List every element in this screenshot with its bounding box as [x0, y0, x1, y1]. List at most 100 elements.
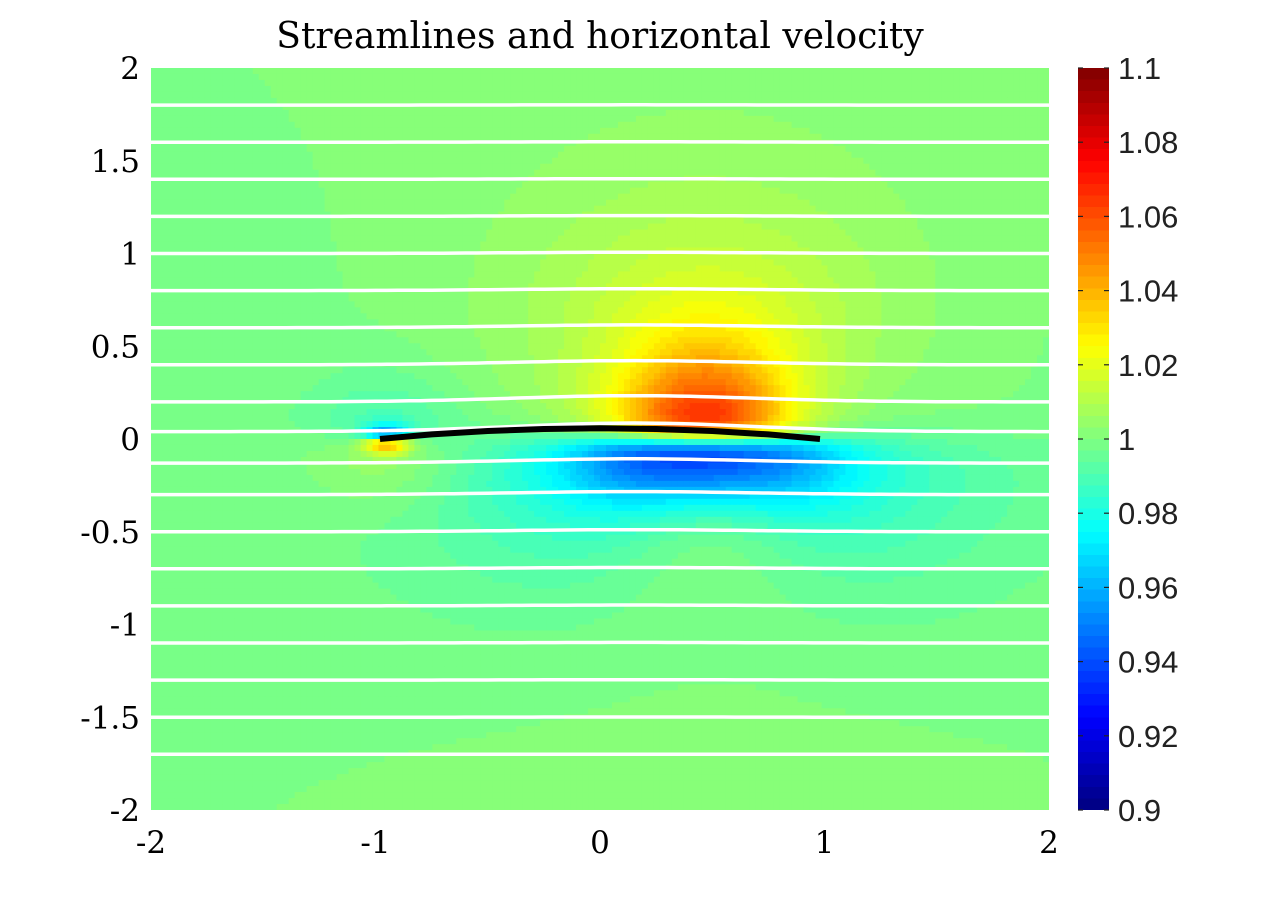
heatmap-cell: [911, 103, 918, 111]
heatmap-cell: [180, 241, 188, 249]
heatmap-cell: [564, 193, 571, 201]
heatmap-cell: [785, 145, 793, 153]
heatmap-cell: [336, 169, 344, 177]
heatmap-cell: [719, 181, 727, 189]
heatmap-cell: [204, 151, 212, 159]
heatmap-cell: [995, 169, 1002, 177]
heatmap-cell: [629, 103, 637, 111]
heatmap-cell: [773, 199, 781, 207]
heatmap-cell: [510, 151, 517, 159]
heatmap-cell: [623, 199, 631, 207]
heatmap-cell: [486, 91, 493, 99]
heatmap-cell: [594, 199, 601, 207]
heatmap-cell: [306, 205, 314, 213]
heatmap-cell: [360, 133, 368, 141]
heatmap-cell: [438, 223, 445, 231]
heatmap-cell: [180, 103, 188, 111]
heatmap-cell: [420, 115, 427, 123]
heatmap-cell: [743, 229, 751, 237]
heatmap-cell: [414, 121, 421, 129]
heatmap-cell: [809, 145, 817, 153]
heatmap-cell: [354, 253, 362, 261]
heatmap-cell: [456, 121, 463, 129]
heatmap-cell: [893, 241, 900, 249]
heatmap-cell: [444, 115, 451, 123]
heatmap-cell: [444, 241, 451, 249]
heatmap-cell: [779, 127, 787, 135]
heatmap-cell: [516, 151, 523, 159]
heatmap-cell: [288, 68, 296, 75]
heatmap-cell: [605, 85, 613, 93]
heatmap-cell: [863, 223, 870, 231]
heatmap-cell: [941, 157, 948, 165]
heatmap-cell: [977, 79, 984, 87]
heatmap-cell: [318, 241, 326, 249]
heatmap-cell: [887, 241, 894, 249]
heatmap-cell: [186, 145, 194, 153]
heatmap-cell: [390, 229, 398, 237]
heatmap-cell: [653, 169, 661, 177]
heatmap-cell: [773, 103, 781, 111]
heatmap-cell: [156, 265, 164, 273]
heatmap-cell: [611, 109, 619, 117]
heatmap-cell: [312, 157, 320, 165]
heatmap-cell: [689, 73, 697, 81]
heatmap-cell: [941, 187, 948, 195]
heatmap-cell: [151, 127, 158, 135]
heatmap-cell: [623, 121, 631, 129]
heatmap-cell: [210, 91, 218, 99]
heatmap-cell: [857, 151, 865, 159]
heatmap-cell: [588, 109, 595, 117]
heatmap-cell: [234, 181, 242, 189]
heatmap-cell: [336, 151, 344, 159]
heatmap-cell: [360, 241, 368, 249]
heatmap-cell: [444, 68, 451, 75]
heatmap-cell: [426, 73, 433, 81]
heatmap-cell: [216, 127, 224, 135]
heatmap-cell: [971, 157, 978, 165]
heatmap-cell: [839, 241, 847, 249]
heatmap-cell: [839, 85, 847, 93]
heatmap-cell: [378, 235, 386, 243]
heatmap-cell: [863, 253, 870, 261]
heatmap-cell: [600, 217, 607, 225]
heatmap-cell: [408, 73, 416, 81]
heatmap-cell: [713, 169, 721, 177]
heatmap-cell: [306, 265, 314, 273]
heatmap-cell: [162, 97, 170, 105]
heatmap-cell: [498, 163, 505, 171]
heatmap-cell: [402, 151, 410, 159]
heatmap-cell: [773, 157, 781, 165]
heatmap-cell: [444, 247, 451, 255]
heatmap-cell: [689, 259, 697, 267]
heatmap-cell: [522, 151, 529, 159]
heatmap-cell: [582, 241, 589, 249]
heatmap-cell: [797, 199, 805, 207]
heatmap-cell: [276, 229, 284, 237]
heatmap-cell: [258, 181, 266, 189]
heatmap-cell: [258, 73, 266, 81]
heatmap-cell: [516, 133, 523, 141]
heatmap-cell: [258, 259, 266, 267]
heatmap-cell: [977, 235, 984, 243]
heatmap-cell: [785, 79, 793, 87]
heatmap-cell: [366, 253, 374, 261]
heatmap-cell: [929, 247, 936, 255]
heatmap-cell: [863, 163, 870, 171]
heatmap-cell: [617, 85, 625, 93]
heatmap-cell: [989, 223, 996, 231]
heatmap-cell: [875, 241, 882, 249]
heatmap-cell: [216, 247, 224, 255]
heatmap-cell: [647, 91, 655, 99]
heatmap-cell: [683, 121, 691, 129]
heatmap-cell: [917, 91, 924, 99]
heatmap-cell: [905, 73, 912, 81]
heatmap-cell: [815, 235, 823, 243]
heatmap-cell: [426, 169, 433, 177]
heatmap-cell: [737, 169, 745, 177]
heatmap-cell: [665, 73, 673, 81]
heatmap-cell: [564, 235, 571, 243]
heatmap-cell: [576, 103, 583, 111]
heatmap-cell: [570, 115, 577, 123]
heatmap-cell: [839, 151, 847, 159]
